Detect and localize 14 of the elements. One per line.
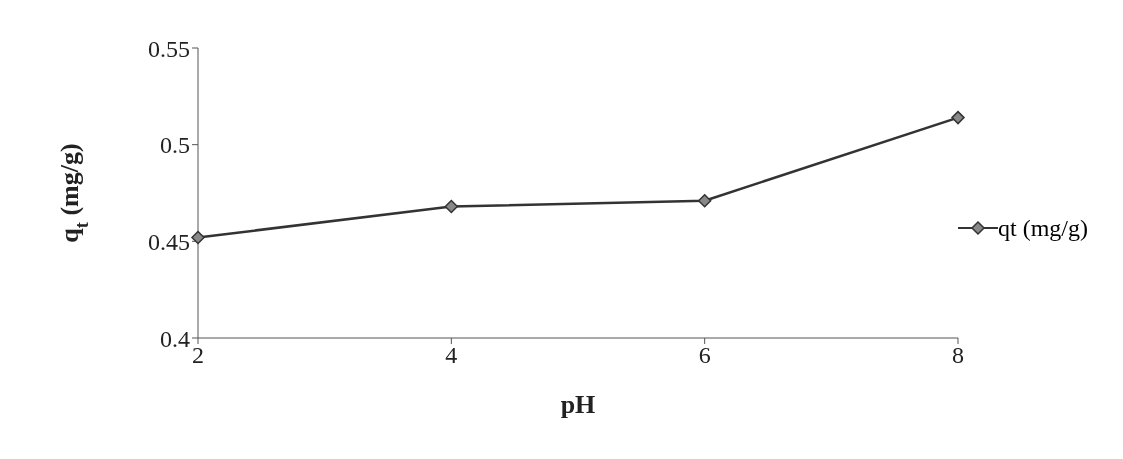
y-tick-label: 0.5 bbox=[160, 132, 190, 159]
point bbox=[444, 199, 459, 214]
x-tick-label: 2 bbox=[192, 342, 204, 369]
x-axis-title: pH bbox=[560, 390, 596, 419]
x-tick-label: 4 bbox=[445, 342, 458, 369]
x-tick-label: 8 bbox=[952, 342, 964, 369]
point bbox=[951, 110, 965, 125]
y-tick-label: 0.55 bbox=[148, 35, 190, 62]
y-tick-label: 0.4 bbox=[160, 325, 190, 352]
y-tick-label: 0.45 bbox=[148, 228, 190, 255]
x-tick-label: 6 bbox=[698, 342, 711, 369]
point bbox=[697, 193, 712, 208]
point bbox=[191, 230, 205, 245]
legend-label: qt (mg/g) bbox=[998, 214, 1088, 242]
